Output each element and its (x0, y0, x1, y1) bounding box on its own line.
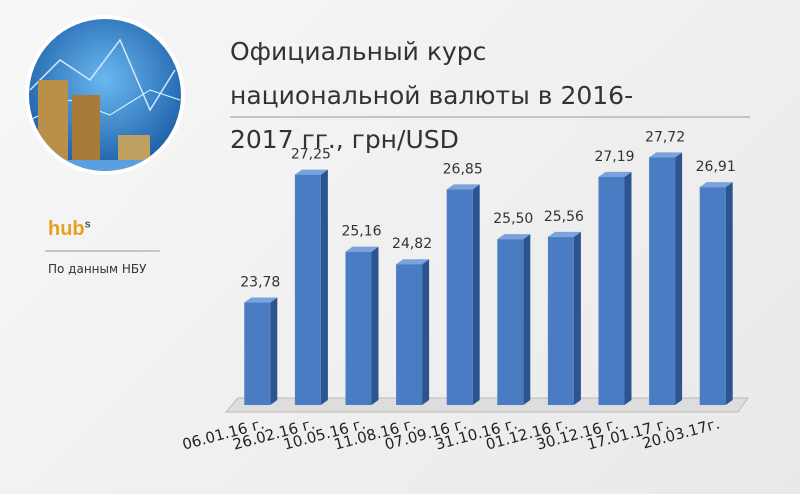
value-label: 26,85 (443, 161, 483, 177)
bar-side (270, 297, 278, 405)
logo-sup: s (84, 218, 91, 231)
value-label: 25,50 (493, 211, 533, 227)
bar-top (396, 259, 430, 265)
bar-top (547, 231, 581, 237)
bar-side (573, 231, 581, 405)
bar-top (699, 182, 733, 188)
bar-side (472, 184, 480, 405)
bar (649, 157, 676, 405)
bar (446, 189, 473, 405)
bar-side (523, 234, 531, 405)
bar (699, 187, 726, 405)
bar-top (244, 297, 278, 303)
value-label: 25,56 (544, 209, 584, 225)
bar (244, 302, 271, 405)
logo-text: hub (48, 218, 85, 240)
bar-side (371, 246, 379, 405)
bar-side (320, 169, 328, 405)
bar (345, 251, 372, 405)
bar-top (446, 184, 480, 190)
bar-side (422, 259, 430, 405)
chart-title: Официальный курс национальной валюты в 2… (230, 37, 634, 154)
value-label: 27,19 (594, 149, 634, 165)
bar (396, 264, 423, 405)
bar-side (675, 152, 683, 405)
bar-top (649, 152, 683, 158)
logo: hubs (48, 218, 91, 241)
value-label: 24,82 (392, 236, 432, 252)
bar-top (497, 234, 531, 240)
bar (598, 176, 625, 405)
illustration (25, 15, 185, 175)
bar-side (624, 171, 632, 405)
bar-top (294, 169, 328, 175)
source: По данным НБУ (48, 262, 147, 276)
bar-top (598, 171, 632, 177)
bar-top (345, 246, 379, 252)
value-label: 27,72 (645, 129, 685, 145)
bar (497, 239, 524, 405)
value-label: 23,78 (240, 275, 280, 291)
bar (294, 174, 321, 405)
value-label: 25,16 (341, 224, 381, 240)
value-label: 27,25 (291, 147, 331, 163)
value-label: 26,91 (696, 159, 736, 175)
bar-side (725, 182, 733, 405)
bar (547, 236, 574, 405)
